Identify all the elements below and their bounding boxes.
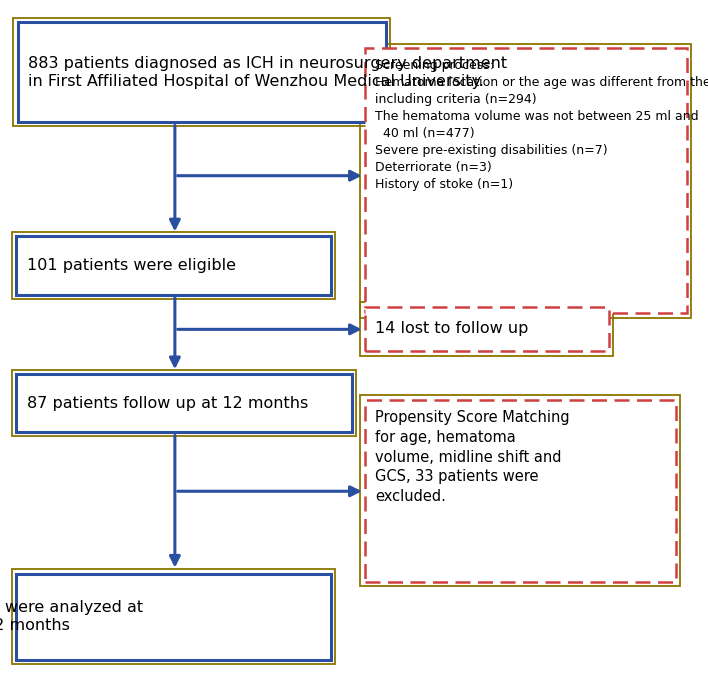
Bar — [11, 569, 336, 664]
Bar — [365, 48, 687, 313]
Bar — [12, 369, 357, 437]
Bar — [360, 302, 613, 356]
Bar — [11, 232, 336, 299]
Bar — [360, 44, 691, 318]
Text: 54 patients were analyzed at
12 months: 54 patients were analyzed at 12 months — [0, 600, 144, 633]
Text: 101 patients were eligible: 101 patients were eligible — [26, 258, 236, 273]
Text: Screening process:
Hematoma location or the age was different from the
including: Screening process: Hematoma location or … — [375, 59, 708, 191]
Bar — [365, 307, 609, 351]
Text: 14 lost to follow up: 14 lost to follow up — [375, 322, 529, 336]
Bar — [360, 395, 680, 586]
Bar — [16, 573, 331, 660]
Bar — [18, 23, 386, 123]
Text: 883 patients diagnosed as ICH in neurosurgery department
in First Affiliated Hos: 883 patients diagnosed as ICH in neurosu… — [28, 56, 508, 89]
Bar — [365, 400, 676, 582]
Text: 87 patients follow up at 12 months: 87 patients follow up at 12 months — [27, 395, 308, 411]
Bar — [16, 373, 353, 433]
Text: Propensity Score Matching
for age, hematoma
volume, midline shift and
GCS, 33 pa: Propensity Score Matching for age, hemat… — [375, 410, 570, 504]
Bar — [16, 236, 331, 295]
Bar — [13, 19, 390, 127]
